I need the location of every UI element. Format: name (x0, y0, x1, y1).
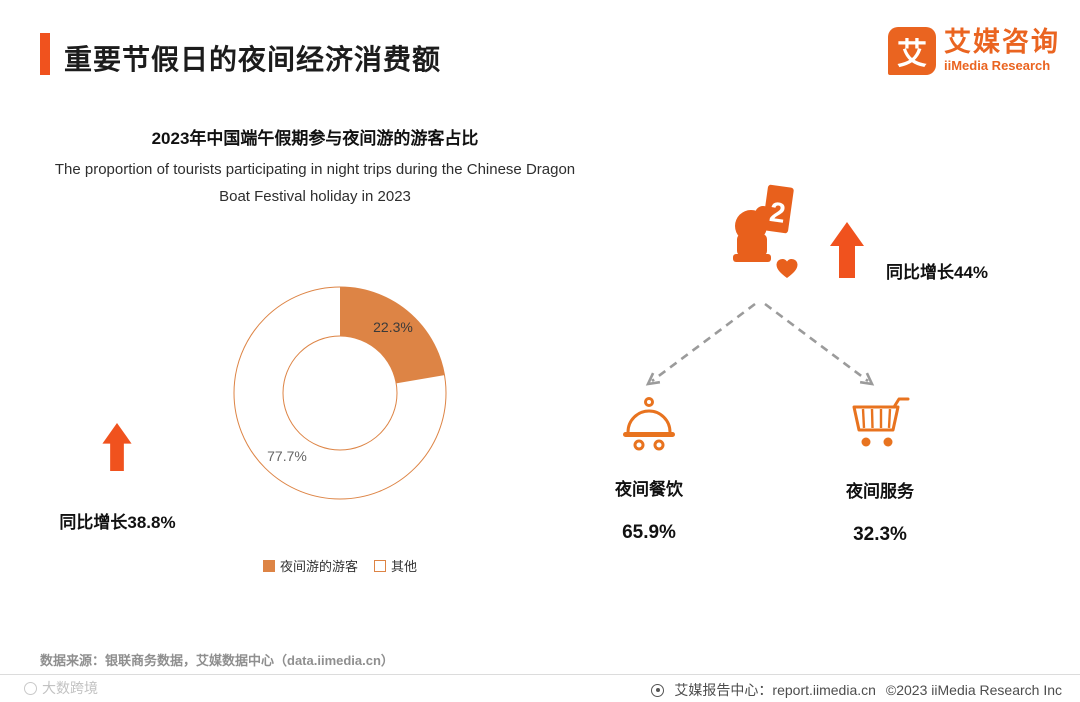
title-accent-bar (40, 33, 50, 75)
up-arrow-icon (830, 222, 864, 278)
footer-info: 艾媒报告中心：report.iimedia.cn ©2023 iiMedia R… (651, 680, 1062, 700)
shopping-cart-icon (852, 397, 910, 447)
iimedia-logo-icon: 艾 (888, 27, 936, 75)
chart-legend: 夜间游的游客 其他 (200, 556, 480, 575)
chart-subtitle-line1: The proportion of tourists participating… (54, 161, 576, 178)
food-cloche-icon (623, 397, 675, 451)
up-arrow-icon (102, 423, 132, 471)
donut-slice-value-night: 22.3% (373, 319, 413, 335)
chart-subtitle-line2: Boat Festival holiday in 2023 (219, 188, 411, 205)
logo-name-cn: 艾媒咨询 (944, 27, 1060, 57)
dashed-split-arrows-icon (645, 302, 875, 386)
logo-mark-glyph: 艾 (897, 38, 927, 71)
chart-title: 2023年中国端午假期参与夜间游的游客占比 (151, 129, 479, 148)
footer-report-link[interactable]: 艾媒报告中心：report.iimedia.cn (674, 682, 876, 698)
logo-text: 艾媒咨询 iiMedia Research (944, 27, 1060, 74)
donut-slice-value-other: 77.7% (267, 448, 307, 464)
heart-icon (776, 259, 798, 278)
data-source-note: 数据来源：银联商务数据，艾媒数据中心（data.iimedia.cn） (40, 653, 394, 668)
legend-swatch-filled-icon (262, 559, 275, 572)
donut-chart-svg (233, 286, 447, 500)
footer-copyright: ©2023 iiMedia Research Inc (885, 682, 1062, 698)
logo-name-en: iiMedia Research (944, 58, 1051, 73)
legend-label-other: 其他 (391, 559, 418, 574)
legend-swatch-outline-icon (374, 559, 386, 572)
watermark-logo-icon (24, 681, 37, 695)
chart-subtitle-en: The proportion of tourists participating… (15, 156, 615, 210)
page-title: 重要节假日的夜间经济消费额 (64, 44, 442, 75)
donut-chart: 22.3% 77.7% (230, 283, 450, 503)
iimedia-mark-icon (651, 683, 665, 697)
card-glyph: 2 (768, 196, 788, 229)
footer-divider (0, 674, 1080, 675)
hand-holding-card-icon: 2 (733, 184, 798, 278)
growth-annotation-left: 同比增长38.8% (59, 513, 176, 532)
watermark: 大数跨境 (24, 678, 98, 698)
night-catering-value: 65.9% (622, 522, 676, 543)
watermark-text: 大数跨境 (42, 680, 98, 696)
legend-item-other: 其他 (374, 556, 417, 575)
night-catering-label: 夜间餐饮 (615, 480, 683, 499)
legend-item-night-tourists: 夜间游的游客 (262, 556, 358, 575)
night-services-label: 夜间服务 (846, 482, 914, 501)
iimedia-logo: 艾 艾媒咨询 iiMedia Research (888, 27, 1060, 75)
growth-annotation-right: 同比增长44% (886, 263, 989, 282)
legend-label-night: 夜间游的游客 (279, 559, 358, 574)
night-services-value: 32.3% (853, 524, 907, 545)
